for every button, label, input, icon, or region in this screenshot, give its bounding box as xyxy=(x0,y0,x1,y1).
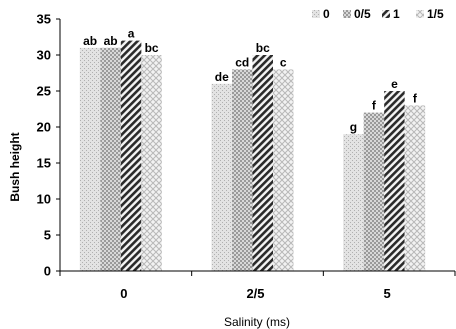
bar-significance-label: cd xyxy=(235,55,249,69)
x-tick-label: 5 xyxy=(384,286,391,301)
legend-swatch xyxy=(382,10,390,18)
x-tick-label: 0 xyxy=(120,286,127,301)
bar xyxy=(404,105,426,272)
bar xyxy=(273,69,294,272)
bar xyxy=(363,112,385,271)
legend-label: 1 xyxy=(393,7,400,21)
y-tick-label: 20 xyxy=(37,120,51,135)
legend-swatch xyxy=(343,10,351,18)
legend-label: 1/5 xyxy=(427,7,444,21)
bar xyxy=(232,69,253,272)
y-tick-label: 35 xyxy=(37,12,51,27)
bar-significance-label: ab xyxy=(104,34,118,48)
x-axis: 0 2/5 5 xyxy=(59,270,456,301)
legend-swatch xyxy=(312,10,320,18)
y-tick-label: 15 xyxy=(37,156,51,171)
bar-significance-label: f xyxy=(372,99,377,113)
bar-significance-label: g xyxy=(350,120,357,134)
legend-label: 0/5 xyxy=(354,7,371,21)
x-axis-title: Salinity (ms) xyxy=(224,315,290,329)
y-axis: 0 5 10 15 20 25 30 35 xyxy=(37,12,61,279)
y-axis-title: Bush height xyxy=(8,132,22,201)
y-tick-label: 10 xyxy=(37,192,51,207)
bar xyxy=(211,83,232,271)
bar-significance-label: e xyxy=(391,77,398,91)
bar xyxy=(100,47,121,271)
bar xyxy=(120,40,142,271)
y-tick-label: 30 xyxy=(37,48,51,63)
bar xyxy=(384,91,405,271)
bar xyxy=(252,55,273,271)
bar xyxy=(343,134,364,271)
bar-significance-label: a xyxy=(128,27,135,41)
bar-significance-label: f xyxy=(413,91,418,105)
y-tick-label: 5 xyxy=(44,228,51,243)
bar xyxy=(79,47,101,271)
y-tick-label: 25 xyxy=(37,84,51,99)
legend-swatch xyxy=(416,10,424,18)
bars xyxy=(79,40,426,272)
legend: 0 0/5 1 1/5 xyxy=(312,7,444,21)
legend-label: 0 xyxy=(323,7,330,21)
y-tick-label: 0 xyxy=(44,264,51,279)
bar xyxy=(141,55,162,271)
x-tick-label: 2/5 xyxy=(246,286,264,301)
bar-significance-label: de xyxy=(215,70,229,84)
bar-significance-label: c xyxy=(280,55,287,69)
bar-significance-label: ab xyxy=(83,34,97,48)
bar-significance-label: bc xyxy=(256,41,270,55)
bar-significance-label: bc xyxy=(145,41,159,55)
